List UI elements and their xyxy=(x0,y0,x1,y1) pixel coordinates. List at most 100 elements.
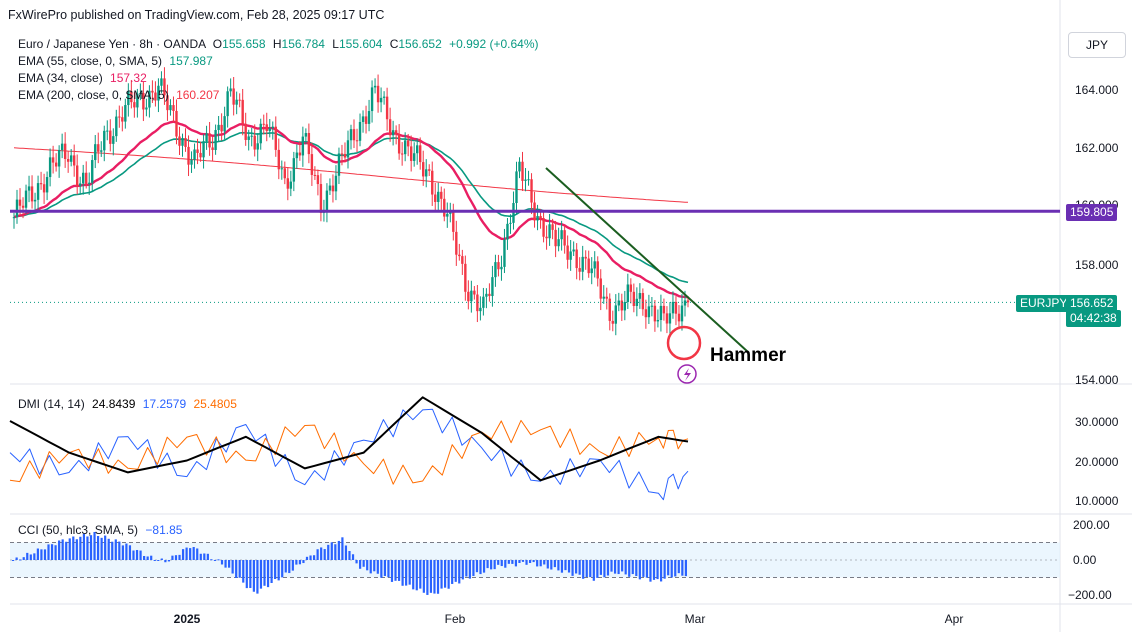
ema55-value: 157.987 xyxy=(169,54,213,68)
last-price-tag: 156.652 xyxy=(1066,295,1118,312)
ema55-legend[interactable]: EMA (55, close, 0, SMA, 5) 157.987 xyxy=(18,54,213,68)
candle-body xyxy=(289,181,293,189)
dmi-legend[interactable]: DMI (14, 14) 24.8439 17.2579 25.4805 xyxy=(18,397,237,411)
candle-body xyxy=(184,138,187,147)
cci-bar xyxy=(567,560,571,573)
candle-body xyxy=(370,87,374,112)
candle-body xyxy=(334,175,338,192)
candle-body xyxy=(419,145,422,163)
cci-bar xyxy=(320,547,323,560)
price-tick: 154.000 xyxy=(1075,373,1119,387)
cci-bar xyxy=(380,560,383,578)
candle-body xyxy=(187,146,190,165)
cci-bar xyxy=(645,560,649,578)
candle-body xyxy=(443,198,446,217)
candle-body xyxy=(39,183,43,185)
cci-bar xyxy=(284,560,287,573)
high-value: 156.784 xyxy=(281,37,325,51)
time-label-2025: 2025 xyxy=(173,612,201,626)
cci-bar xyxy=(514,560,518,567)
cci-bar xyxy=(546,560,549,569)
candle-body xyxy=(193,149,196,160)
candle-body xyxy=(488,293,491,297)
cci-bar xyxy=(596,560,599,578)
lightning-icon xyxy=(684,368,691,381)
cci-bar xyxy=(681,560,684,576)
cci-bar xyxy=(160,558,163,560)
candle-body xyxy=(151,90,154,93)
cci-bar xyxy=(433,560,436,594)
cci-bar xyxy=(68,538,71,560)
candle-body xyxy=(45,177,49,193)
candle-body xyxy=(24,190,28,208)
candle-body xyxy=(683,300,687,306)
candle-body xyxy=(431,170,434,195)
candle-body xyxy=(578,268,581,272)
time-label-mar: Mar xyxy=(684,612,706,626)
ema200-legend[interactable]: EMA (200, close, 0, SMA, 5) 160.207 xyxy=(18,88,220,102)
candle-body xyxy=(464,263,467,292)
cci-bar xyxy=(227,560,231,568)
cci-bar xyxy=(663,560,666,579)
cci-bar xyxy=(341,537,344,560)
candle-body xyxy=(620,300,624,311)
candle-body xyxy=(63,143,67,160)
cci-bar xyxy=(111,541,114,560)
cci-bar xyxy=(553,560,556,568)
candle-body xyxy=(259,123,262,144)
open-value: 155.658 xyxy=(222,37,266,51)
candle-body xyxy=(181,138,184,146)
candle-body xyxy=(145,107,148,110)
cci-bar xyxy=(426,560,429,595)
cci-bar xyxy=(167,560,171,562)
cci-bar xyxy=(79,536,82,560)
cci-bar xyxy=(536,560,539,567)
cci-bar xyxy=(238,560,241,578)
cci-bar xyxy=(171,555,174,560)
cci-bar xyxy=(263,560,266,586)
cci-bar xyxy=(206,553,209,560)
candle-body xyxy=(202,141,205,158)
cci-bar xyxy=(121,545,124,560)
candle-body xyxy=(103,130,106,151)
cci-bar xyxy=(323,549,326,560)
cci-bar xyxy=(96,536,100,560)
cci-bar xyxy=(355,560,358,564)
candle-body xyxy=(512,203,515,223)
dmi-minus-value: 25.4805 xyxy=(193,397,237,411)
currency-button[interactable]: JPY xyxy=(1068,32,1126,58)
cci-legend[interactable]: CCI (50, hlc3, SMA, 5) −81.85 xyxy=(18,523,183,537)
candle-body xyxy=(340,153,344,155)
candle-body xyxy=(376,85,380,103)
cci-bar xyxy=(362,560,365,567)
cci-bar xyxy=(652,560,656,580)
candle-body xyxy=(545,236,548,239)
candle-body xyxy=(190,159,193,165)
candle-body xyxy=(593,261,596,269)
candle-body xyxy=(509,222,512,224)
cci-bar xyxy=(312,555,316,560)
cci-bar xyxy=(451,560,454,584)
candle-body xyxy=(199,152,202,158)
candle-body xyxy=(139,92,142,94)
cci-bar xyxy=(376,560,379,574)
candle-body xyxy=(235,99,238,105)
candle-body xyxy=(415,145,419,154)
candle-body xyxy=(358,121,362,141)
candle-body xyxy=(301,136,305,156)
cci-bar xyxy=(603,560,606,578)
ema34-legend[interactable]: EMA (34, close) 157.32 xyxy=(18,71,147,85)
cci-bar xyxy=(631,560,634,575)
cci-bar xyxy=(100,537,103,560)
candle-body xyxy=(527,179,530,181)
cci-bar xyxy=(72,536,75,560)
cci-bar xyxy=(373,560,376,572)
candle-body xyxy=(169,105,172,111)
cci-bar xyxy=(401,560,404,586)
candle-body xyxy=(27,186,31,191)
candle-body xyxy=(36,183,40,200)
time-label-feb: Feb xyxy=(444,612,466,626)
candle-body xyxy=(587,258,590,274)
candle-body xyxy=(373,85,377,88)
